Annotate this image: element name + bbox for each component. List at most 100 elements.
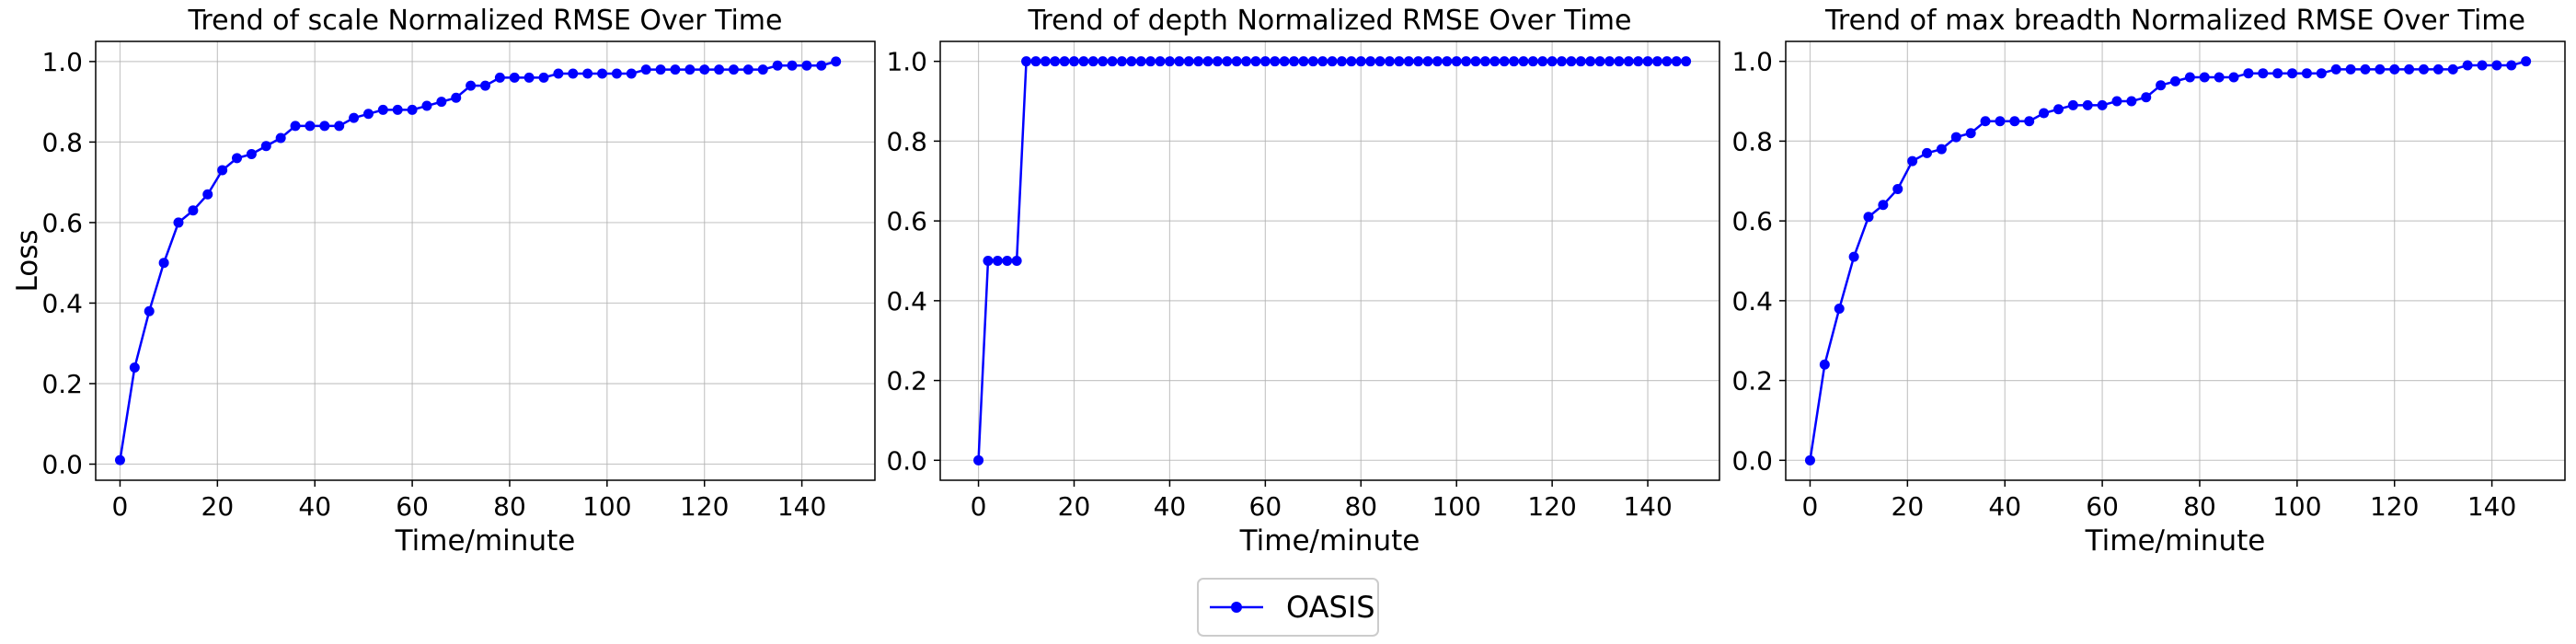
data-point	[232, 153, 243, 164]
data-point	[1365, 56, 1376, 67]
data-point	[158, 258, 169, 269]
data-point	[188, 205, 199, 216]
data-point	[1547, 56, 1558, 67]
data-point	[1087, 56, 1098, 67]
data-point	[1021, 56, 1032, 67]
x-tick-label: 120	[1527, 491, 1576, 522]
data-point	[2521, 56, 2532, 67]
data-point	[626, 68, 637, 79]
data-point	[1922, 147, 1933, 158]
data-point	[260, 141, 271, 152]
y-tick-label: 1.0	[41, 47, 83, 77]
data-point	[1394, 56, 1405, 67]
x-tick-label: 20	[201, 491, 235, 522]
legend-box	[1197, 578, 1379, 637]
data-point	[1604, 56, 1615, 67]
data-point	[1479, 56, 1490, 67]
y-tick-label: 0.4	[886, 286, 927, 316]
chart-3: 0 20 40 60 80 100 120 140 0.0 0.2 0.4 0.6 0.8 1.0 Tren…	[1731, 5, 2566, 558]
chart-title: Trend of depth Normalized RMSE Over Time	[1028, 5, 1632, 37]
data-point	[1116, 56, 1127, 67]
data-point	[2097, 99, 2108, 110]
data-point	[611, 68, 622, 79]
data-point	[144, 305, 155, 316]
data-point	[480, 80, 490, 91]
data-point	[831, 56, 842, 67]
x-tick-label: 40	[298, 491, 331, 522]
data-point	[392, 104, 403, 115]
data-point	[1241, 56, 1252, 67]
data-point	[1461, 56, 1472, 67]
data-point	[202, 189, 213, 200]
data-point	[787, 60, 798, 71]
data-point	[466, 80, 477, 91]
data-point	[2301, 68, 2312, 79]
data-point	[1307, 56, 1318, 67]
data-point	[1030, 56, 1041, 67]
x-tick-label: 20	[1892, 491, 1925, 522]
data-point	[1936, 144, 1947, 155]
data-point	[1155, 56, 1166, 67]
data-point	[2243, 68, 2254, 79]
x-tick-label: 0	[971, 491, 987, 522]
data-point	[640, 64, 651, 75]
data-point	[2462, 60, 2473, 71]
data-point	[1863, 212, 1874, 223]
data-point	[1403, 56, 1414, 67]
data-point	[1557, 56, 1568, 67]
data-point	[1422, 56, 1433, 67]
data-point	[1950, 132, 1961, 143]
data-point	[1566, 56, 1577, 67]
data-point	[217, 165, 228, 176]
data-point	[1050, 56, 1061, 67]
x-tick-label: 100	[2272, 491, 2321, 522]
data-point	[2272, 68, 2283, 79]
data-point	[684, 64, 696, 75]
data-point	[1804, 454, 1815, 466]
data-point	[129, 362, 140, 373]
data-point	[1183, 56, 1194, 67]
data-point	[1212, 56, 1223, 67]
data-point	[1059, 56, 1070, 67]
y-tick-label: 0.4	[1731, 286, 1773, 316]
data-point	[1848, 251, 1859, 262]
data-point	[2258, 68, 2269, 79]
data-point	[1259, 56, 1271, 67]
data-point	[436, 97, 447, 108]
data-point	[173, 217, 184, 228]
data-point	[523, 72, 535, 83]
x-tick-label: 120	[680, 491, 729, 522]
x-axis-label: Time/minute	[1239, 524, 1420, 558]
data-point	[1633, 56, 1644, 67]
data-point	[582, 68, 593, 79]
y-tick-label: 1.0	[1731, 47, 1773, 77]
x-tick-label: 80	[2183, 491, 2216, 522]
data-point	[451, 92, 462, 103]
data-point	[275, 132, 286, 144]
data-point	[1098, 56, 1109, 67]
data-point	[290, 121, 301, 132]
data-point	[421, 100, 432, 111]
data-point	[1270, 56, 1281, 67]
data-point	[714, 64, 725, 75]
data-point	[1040, 56, 1051, 67]
data-point	[1011, 256, 1022, 266]
data-point	[1585, 56, 1596, 67]
data-point	[494, 72, 505, 83]
data-point	[1878, 200, 1889, 211]
data-point	[1907, 155, 1918, 167]
y-tick-label: 0.8	[886, 126, 927, 156]
data-point	[1002, 256, 1013, 266]
data-point	[553, 68, 564, 79]
data-point	[2330, 63, 2341, 75]
chart-1: 0 20 40 60 80 100 120 140 0.0 0.2 0.4 0.6 0.8 1.0 Tren…	[11, 5, 876, 558]
data-point	[2156, 80, 2167, 91]
x-tick-label: 80	[493, 491, 526, 522]
data-point	[1470, 56, 1481, 67]
data-point	[1202, 56, 1213, 67]
data-point	[728, 64, 739, 75]
y-tick-label: 1.0	[886, 47, 927, 77]
data-point	[772, 60, 783, 71]
y-tick-label: 0.6	[41, 208, 83, 238]
